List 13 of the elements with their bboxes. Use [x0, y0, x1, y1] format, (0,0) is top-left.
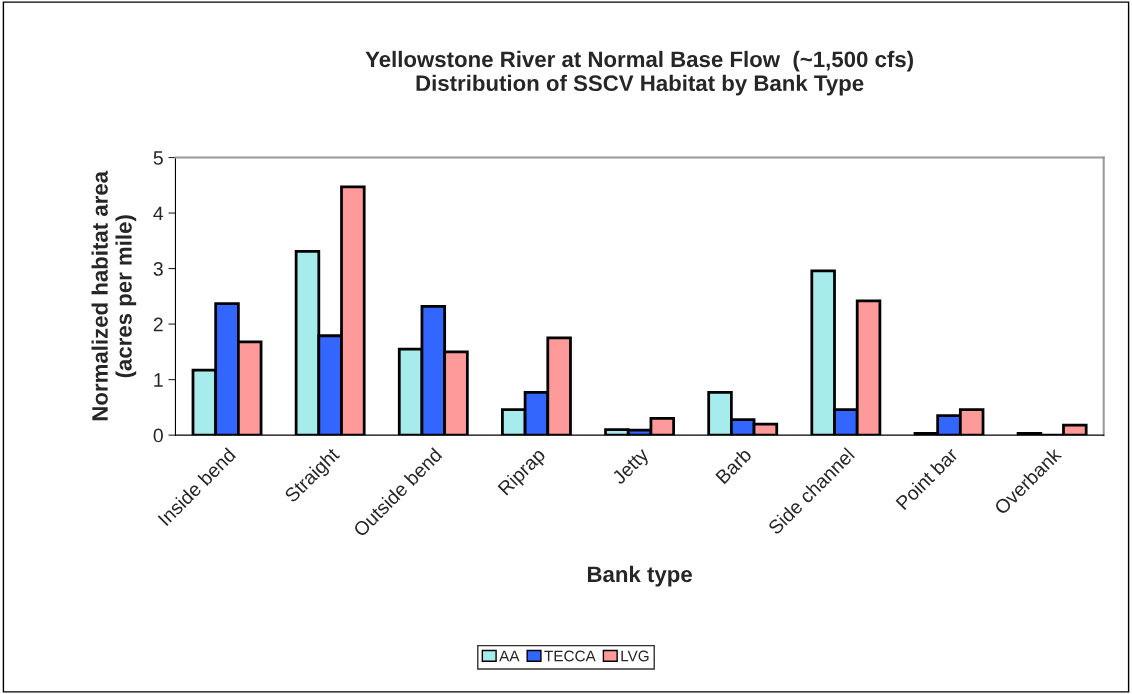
- y-tick-label: 5: [153, 151, 163, 165]
- y-tick-label: 3: [153, 262, 163, 276]
- legend-label: AA: [499, 650, 520, 662]
- y-tick-label: 1: [154, 373, 163, 387]
- legend-label: TECCA: [544, 650, 596, 662]
- y-tick-label: 2: [153, 317, 163, 332]
- y-tick-label: 4: [153, 206, 164, 221]
- x-tick-label: Barb: [714, 446, 753, 485]
- x-axis-title: Bank type: [587, 565, 692, 587]
- legend-label: LVG: [621, 650, 649, 662]
- chart-title: Yellowstone River at Normal Base Flow (~1,500 cfs) Distribution of SSCV Habitat by Bank Type: [365, 50, 913, 96]
- y-axis-title: Normalized habitat area (acres per mile): [91, 170, 137, 421]
- y-tick-label: 0: [153, 428, 163, 443]
